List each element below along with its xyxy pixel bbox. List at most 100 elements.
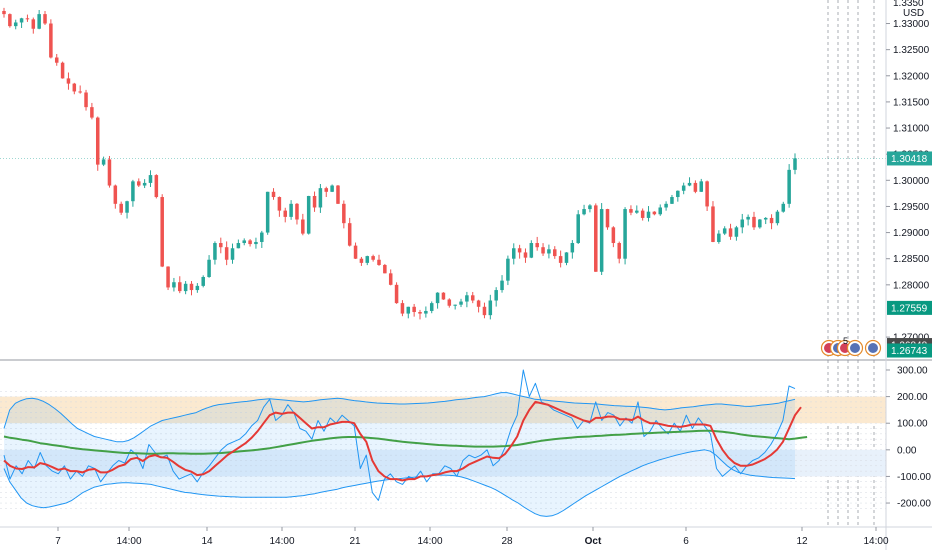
candle-body: [95, 117, 100, 165]
candle-body: [406, 306, 411, 314]
candle-body: [301, 219, 305, 234]
candle-body: [2, 10, 6, 15]
osc-tick-label: 300.00: [897, 365, 928, 376]
cci-slow-line: [3, 429, 808, 455]
price-tick-label: 1.29000: [893, 228, 930, 239]
candle-body: [43, 14, 47, 24]
candle-body: [265, 191, 270, 233]
candle-body: [670, 197, 674, 204]
time-tick-label: 14:00: [116, 536, 141, 547]
bollinger-fill: [4, 392, 795, 517]
candle-body: [558, 256, 563, 263]
overlay-layer: USD 1.3350: [893, 0, 924, 19]
currency-label: USD: [903, 8, 924, 19]
candle-body: [728, 228, 733, 237]
flag-icon-fill: [850, 343, 860, 353]
candle-body: [248, 240, 252, 245]
candle-body: [289, 203, 293, 217]
cci-fast-line: [3, 400, 802, 482]
candle-body: [131, 181, 135, 202]
price-pane[interactable]: 5: [0, 0, 932, 527]
candle-body: [441, 292, 446, 300]
candle-body: [377, 259, 381, 265]
candle-body: [260, 232, 264, 242]
candle-body: [541, 247, 545, 254]
candle-body: [775, 211, 780, 224]
candle-body: [470, 295, 475, 301]
price-tag: 1.26743: [891, 346, 928, 357]
candle-body: [570, 243, 575, 253]
candle-body: [125, 201, 129, 213]
candle-body: [172, 282, 176, 288]
time-tick-label: 14:00: [269, 536, 294, 547]
candle-body: [195, 285, 200, 291]
candle-body: [383, 264, 387, 274]
candle-body: [711, 206, 715, 242]
candle-body: [746, 216, 750, 220]
candle-body: [588, 205, 592, 210]
candle-body: [84, 92, 88, 108]
candle-body: [781, 203, 786, 212]
price-tick-label: 1.33000: [893, 19, 930, 30]
candle-body: [617, 243, 621, 259]
candle-body: [277, 197, 282, 211]
osc-tick-label: -100.00: [897, 472, 931, 483]
candle-body: [113, 185, 118, 204]
time-tick-label: 21: [349, 536, 361, 547]
candle-body: [465, 295, 469, 302]
flag-icon-fill: [868, 343, 878, 353]
overbought-band: [0, 396, 886, 424]
candle-body: [295, 203, 299, 220]
candle-body: [236, 243, 241, 249]
candle-body: [412, 306, 416, 313]
oscillator-pane[interactable]: [0, 369, 886, 517]
candle-body: [19, 18, 24, 23]
candle-body: [219, 243, 223, 248]
candle-body: [769, 217, 774, 224]
candle-body: [166, 266, 170, 288]
candle-body: [476, 300, 481, 307]
candle-body: [160, 197, 164, 267]
candle-body: [359, 258, 364, 263]
candle-body: [137, 181, 141, 186]
time-axis[interactable]: 7 14:00 14 14:00 21 14:00 28 Oct 6 12 14:00: [0, 526, 932, 547]
last-price-tag: 1.30418: [891, 154, 928, 165]
candle-body: [529, 243, 534, 258]
candle-body: [717, 233, 721, 242]
time-tick-label: 14: [201, 536, 213, 547]
oscillator-axis[interactable]: 300.00 200.00 100.00 0.00 -100.00 -200.00: [886, 365, 931, 510]
candle-body: [705, 181, 709, 207]
price-tick-label: 1.28500: [893, 254, 930, 265]
candle-body: [640, 210, 645, 218]
candle-body: [418, 312, 422, 314]
candle-body: [734, 227, 739, 237]
candle-body: [652, 211, 657, 215]
osc-tick-label: -200.00: [897, 499, 931, 510]
candle-body: [394, 284, 399, 304]
candle-body: [371, 256, 375, 260]
candle-body: [254, 241, 258, 245]
candle-body: [547, 249, 551, 254]
candle-body: [342, 203, 346, 224]
time-tick-label: Oct: [585, 536, 602, 547]
candle-body: [78, 91, 82, 93]
osc-tick-label: 200.00: [897, 392, 928, 403]
candle-body: [283, 210, 288, 217]
price-axis[interactable]: 1.270001.280001.285001.290001.295001.300…: [885, 0, 932, 550]
price-tag-bg: [887, 343, 932, 358]
time-tick-label: 14:00: [863, 536, 888, 547]
candle-body: [8, 14, 12, 27]
price-tag-bg: [887, 300, 932, 315]
candle-body: [629, 209, 633, 213]
candle-body: [722, 228, 727, 234]
candle-body: [506, 258, 510, 281]
candle-body: [787, 169, 791, 204]
candle-body: [740, 219, 745, 228]
candle-body: [148, 175, 153, 183]
candle-body: [353, 245, 358, 259]
price-tick-label: 1.31500: [893, 97, 930, 108]
candle-body: [183, 283, 188, 292]
candle-body: [582, 209, 586, 215]
bollinger-upper-line: [3, 392, 796, 443]
candle-body: [318, 188, 323, 208]
